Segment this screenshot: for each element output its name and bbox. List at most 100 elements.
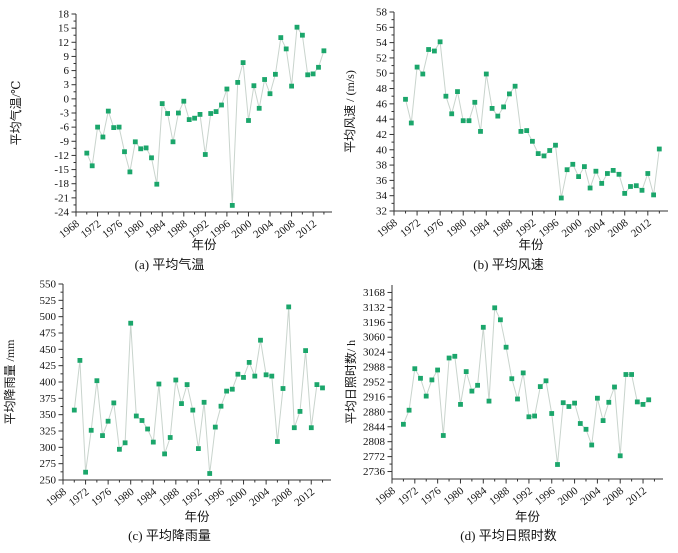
x-tick-label: 2000	[556, 485, 581, 508]
chart-average-sunshine-hours: 3168 3132 3196 3060 3024 2988 2952 2916 2880 2844…	[339, 277, 678, 553]
data-point	[406, 407, 412, 413]
data-point	[520, 370, 526, 376]
data-point	[291, 425, 297, 431]
data-point	[566, 404, 572, 409]
data-point	[218, 403, 224, 409]
chart-caption: (b) 平均风速	[473, 257, 544, 272]
data-point	[622, 191, 628, 196]
x-tick-label: 2008	[273, 218, 298, 241]
x-tick-label: 2012	[624, 485, 649, 508]
data-point	[475, 382, 480, 388]
x-tick-label: 1980	[122, 218, 147, 241]
data-point	[617, 453, 623, 459]
y-tick-label: 300	[40, 442, 57, 454]
data-point	[572, 400, 577, 406]
data-point	[246, 118, 251, 123]
data-point	[466, 118, 472, 124]
data-point	[418, 375, 423, 381]
x-tick-label: 1980	[112, 486, 137, 509]
data-point	[651, 192, 656, 198]
x-tick-label: 1988	[157, 486, 182, 509]
data-point	[458, 402, 463, 407]
axes	[75, 14, 332, 213]
data-point	[314, 382, 320, 387]
data-point	[629, 372, 634, 377]
data-point	[412, 366, 418, 372]
data-point	[173, 377, 179, 383]
data-point	[128, 320, 134, 326]
y-tick-label: 500	[40, 311, 57, 323]
x-tick-label: 1992	[510, 485, 535, 508]
x-tick-label: 1992	[514, 217, 539, 240]
x-tick-label: 1968	[373, 485, 398, 508]
data-point	[403, 96, 408, 102]
data-point	[558, 195, 564, 201]
data-point	[94, 378, 100, 384]
x-tick-label: 1968	[57, 218, 82, 241]
x-tick-label: 2008	[270, 486, 295, 509]
data-point	[449, 111, 455, 117]
x-tick-label: 2008	[606, 217, 631, 240]
y-tick-label: 3024	[363, 347, 386, 359]
y-tick-label: 2736	[363, 466, 386, 478]
x-tick-label: 1984	[467, 217, 492, 240]
data-point	[509, 376, 515, 382]
data-point	[213, 109, 219, 114]
data-point	[605, 171, 610, 176]
data-point	[634, 399, 640, 405]
series-markers	[84, 24, 327, 208]
data-point	[263, 372, 269, 378]
x-tick-label: 2000	[560, 217, 585, 240]
data-point	[593, 168, 599, 174]
data-point	[423, 393, 429, 399]
data-point	[100, 433, 105, 438]
x-tick-label: 1968	[375, 217, 400, 240]
data-point	[162, 451, 167, 457]
series-line	[86, 25, 325, 206]
data-point	[150, 439, 156, 445]
data-point	[530, 138, 535, 144]
data-point	[547, 148, 553, 153]
data-point	[507, 91, 512, 97]
data-point	[489, 106, 495, 111]
chart-average-rainfall: 550 525 500 475 450 425 400 375 350 325 300 275 250 1…	[0, 277, 339, 553]
y-tick-label: 2880	[363, 406, 386, 418]
y-tick-label: 425	[40, 360, 57, 372]
data-point	[308, 425, 314, 431]
data-point	[143, 145, 149, 151]
x-tick-label: 1988	[487, 485, 512, 508]
x-tick-label: 1996	[537, 217, 562, 240]
data-point	[133, 413, 139, 419]
y-tick-label: 3196	[363, 317, 386, 329]
y-axis-title: 平均降雨量 /mm	[3, 339, 17, 425]
data-point	[518, 129, 524, 134]
data-point	[105, 418, 111, 424]
data-point	[122, 440, 128, 446]
data-point	[443, 93, 449, 99]
data-point	[501, 104, 506, 110]
y-tick-label: 34	[376, 190, 388, 202]
data-point	[463, 369, 469, 374]
x-tick-label: 1968	[44, 486, 69, 509]
data-point	[196, 446, 201, 451]
data-point	[165, 111, 170, 116]
data-point	[595, 395, 600, 401]
data-point	[541, 153, 547, 159]
x-tick-label: 1972	[67, 486, 92, 509]
x-tick-label: 1976	[89, 486, 114, 509]
data-point	[469, 388, 475, 394]
data-point	[294, 24, 300, 30]
data-point	[480, 324, 486, 330]
x-tick-label: 1984	[464, 485, 489, 508]
data-point	[429, 377, 435, 383]
data-point	[483, 71, 489, 77]
data-point	[310, 71, 316, 77]
y-tick-label: -18	[54, 178, 69, 190]
data-point	[192, 115, 197, 121]
data-point	[117, 446, 122, 452]
chart-average-rainfall-canvas: 5505255004754504254003753503253002752501…	[3, 279, 331, 524]
data-point	[88, 427, 94, 433]
data-point	[628, 184, 633, 189]
data-point	[246, 360, 252, 365]
x-tick-label: 1988	[490, 217, 515, 240]
